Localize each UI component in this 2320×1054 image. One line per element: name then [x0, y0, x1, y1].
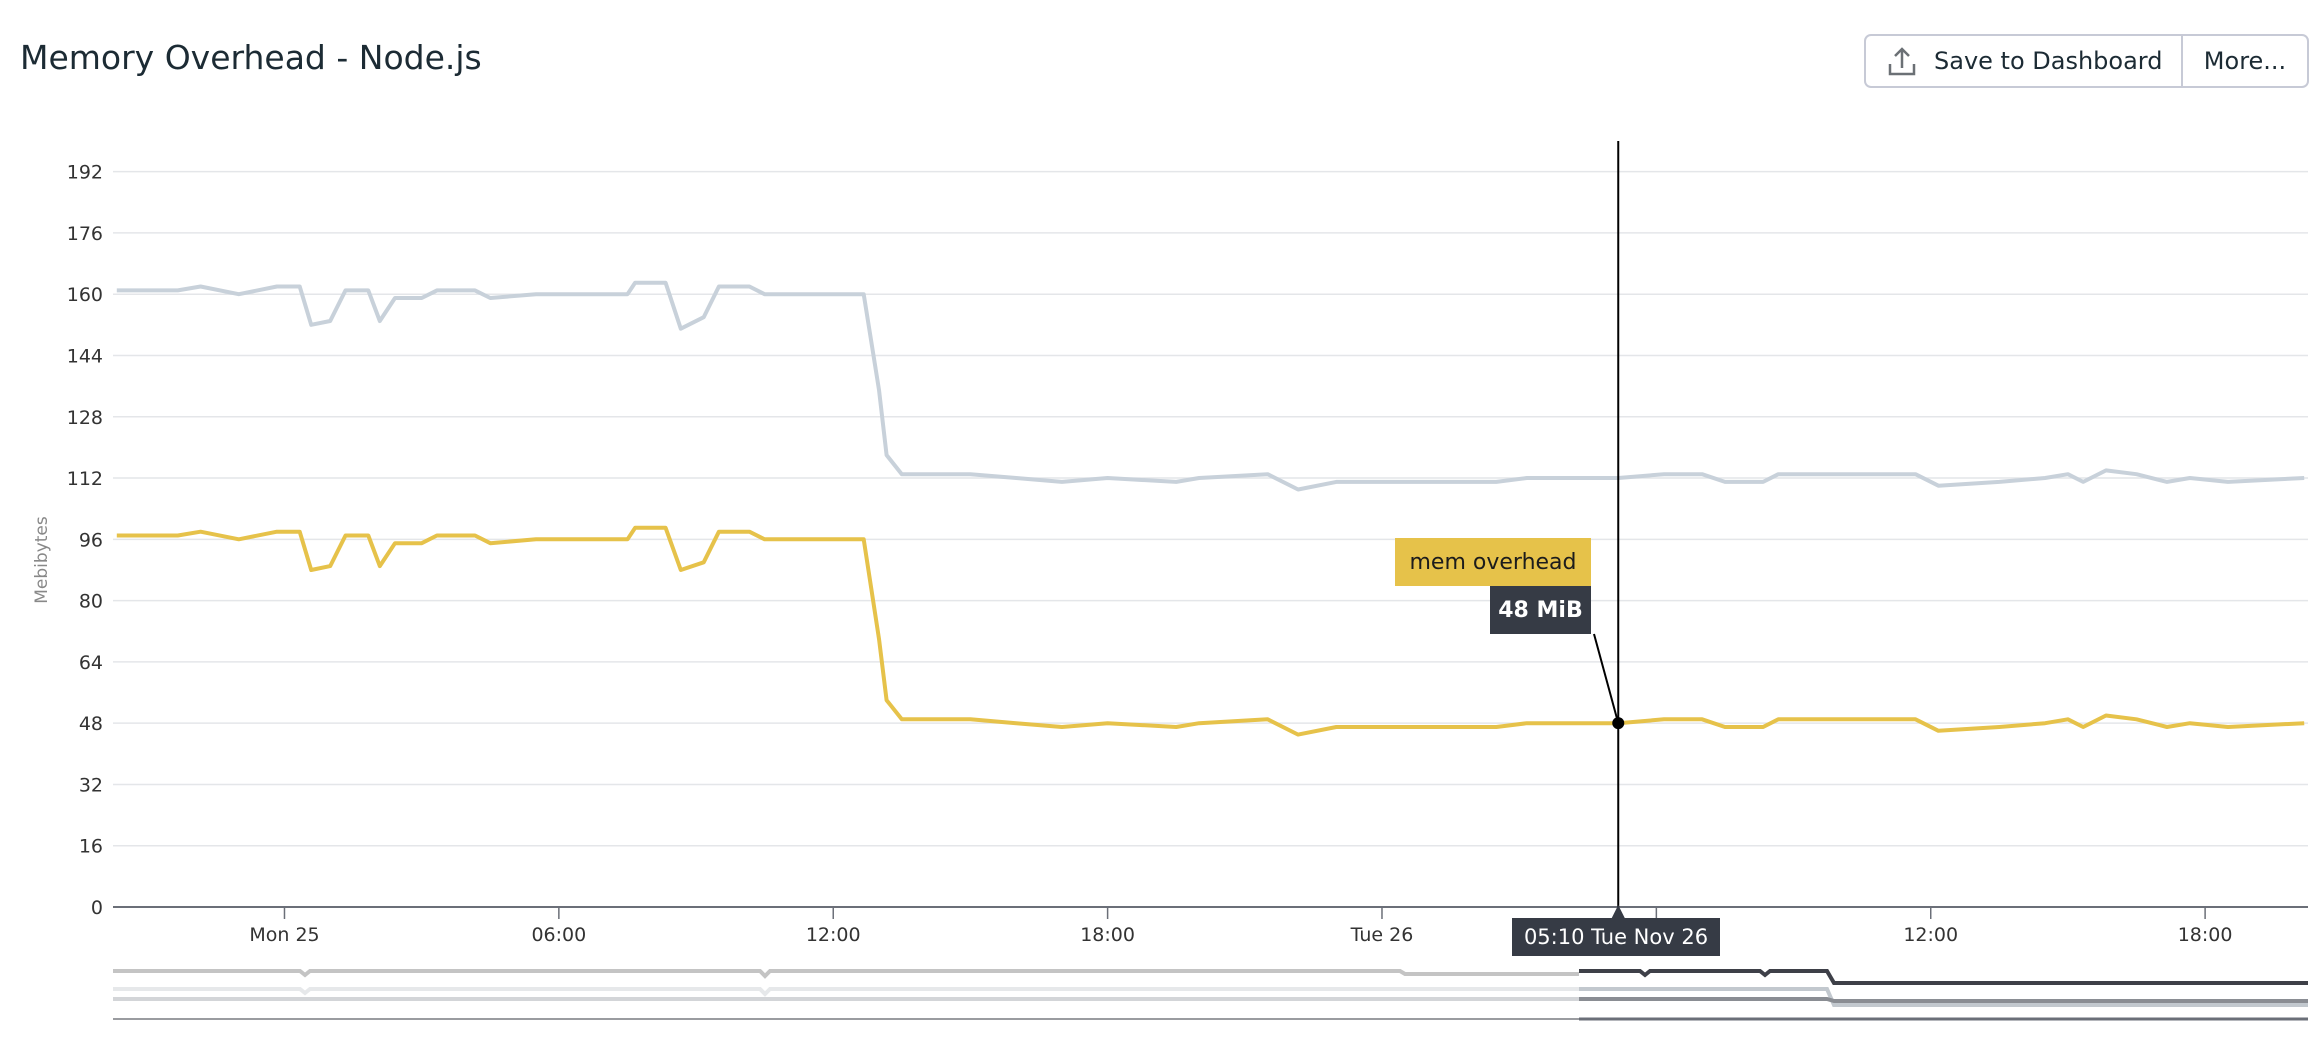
y-tick-label: 64 [79, 652, 103, 674]
series-line-mem-overhead [116, 525, 2305, 737]
more-button[interactable]: More... [2203, 47, 2287, 75]
page-title: Memory Overhead - Node.js [20, 38, 482, 77]
y-tick-label: 192 [67, 162, 103, 184]
tooltip-series-name: mem overhead [1395, 538, 1591, 586]
save-to-dashboard-button[interactable]: Save to Dashboard [1866, 36, 2183, 86]
y-tick-label: 176 [67, 223, 103, 245]
x-tick-label: Tue 26 [1350, 924, 1414, 946]
hover-point [1612, 717, 1625, 730]
x-tick-label: 18:00 [2178, 924, 2233, 946]
upload-icon [1888, 47, 1916, 76]
x-tick-label: 12:00 [1903, 924, 1958, 946]
x-tick-label: 12:00 [806, 924, 861, 946]
header-actions: Save to Dashboard More... [1864, 34, 2309, 88]
series-line-0 [116, 280, 2305, 492]
x-tick-label: 06:00 [531, 924, 586, 946]
y-tick-label: 16 [79, 836, 103, 858]
tooltip-value: 48 MiB [1490, 586, 1591, 634]
save-to-dashboard-label: Save to Dashboard [1934, 47, 2163, 75]
crosshair-time-label: 05:10 Tue Nov 26 [1512, 918, 1720, 956]
x-axis: Mon 25 06:00 12:00 18:00 Tue 26 12:00 18:00 [249, 907, 2232, 946]
y-tick-label: 0 [91, 897, 103, 919]
y-tick-label: 80 [79, 591, 103, 613]
navigator-selected-line-1 [1579, 969, 2308, 985]
navigator-line-2 [113, 987, 1579, 997]
y-axis-label: Mebibytes [32, 516, 52, 604]
y-tick-label: 128 [67, 407, 103, 429]
series-lines [116, 280, 2305, 737]
x-tick-label: 18:00 [1080, 924, 1135, 946]
navigator-line-1 [113, 969, 1579, 979]
x-tick-label: Mon 25 [249, 924, 319, 946]
grid-lines [113, 170, 2308, 847]
y-tick-label: 160 [67, 284, 103, 306]
y-tick-label: 32 [79, 774, 103, 796]
navigator-selected-line-2 [1579, 987, 2308, 1007]
y-tick-label: 96 [79, 529, 103, 551]
y-tick-label: 144 [67, 345, 103, 367]
crosshair-arrow [1611, 905, 1626, 919]
y-axis: 0 16 32 48 64 80 96 112 128 144 160 176 192 [67, 162, 103, 919]
tooltip-leader-line [1593, 633, 1620, 724]
y-tick-label: 48 [79, 713, 103, 735]
navigator-selected-line-3 [1579, 997, 2308, 1003]
y-tick-label: 112 [67, 468, 103, 490]
navigator[interactable] [113, 969, 2308, 1021]
